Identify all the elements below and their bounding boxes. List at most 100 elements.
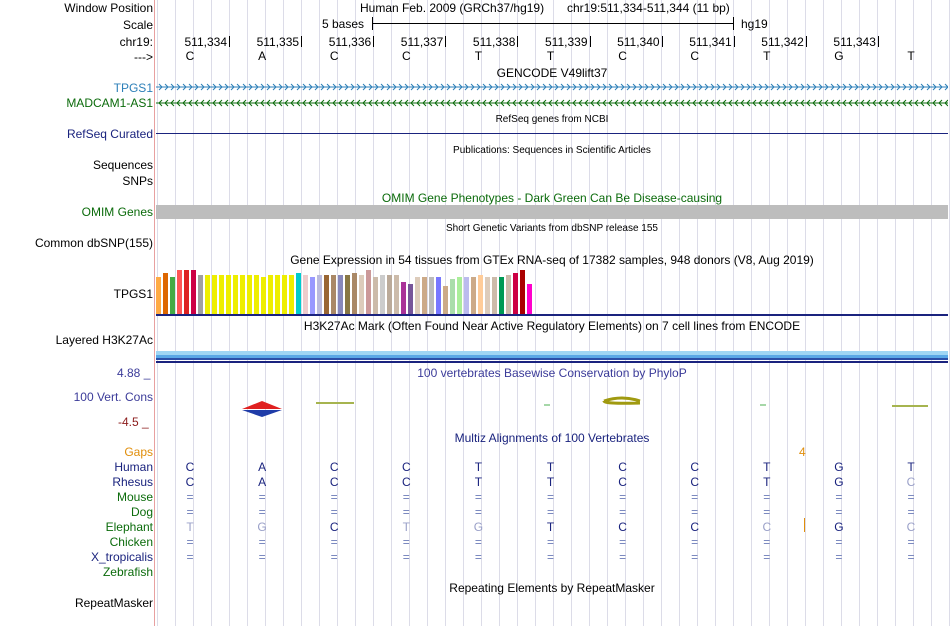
gtex-tissue-bar[interactable] <box>163 273 168 314</box>
gtex-tissue-bar[interactable] <box>464 277 469 314</box>
alignment-base: T <box>546 460 555 474</box>
coordinate-tick <box>301 36 303 47</box>
gtex-tissue-bar[interactable] <box>289 275 294 314</box>
guide-line <box>661 0 662 626</box>
gtex-tissue-bar[interactable] <box>338 275 343 314</box>
repeatmasker-label[interactable]: RepeatMasker <box>74 596 153 610</box>
species-label[interactable]: Dog <box>130 505 153 519</box>
alignment-base: A <box>258 460 267 474</box>
gtex-tissue-bar[interactable] <box>303 275 308 314</box>
alignment-base: = <box>330 505 338 519</box>
phylop-label[interactable]: 100 Vert. Cons <box>73 390 153 404</box>
gtex-tissue-bar[interactable] <box>254 275 259 314</box>
gtex-tissue-bar[interactable] <box>520 270 525 314</box>
gtex-tissue-bar[interactable] <box>184 270 189 314</box>
alignment-base: = <box>186 535 194 549</box>
gtex-tissue-bar[interactable] <box>485 277 490 314</box>
gtex-tissue-bar[interactable] <box>408 284 413 314</box>
gtex-tissue-bar[interactable] <box>177 270 182 314</box>
gene-label-madcam1-as1[interactable]: MADCAM1-AS1 <box>66 96 153 110</box>
gtex-tissue-bar[interactable] <box>310 277 315 314</box>
alignment-base: G <box>257 520 267 534</box>
gtex-tissue-bar[interactable] <box>226 275 231 314</box>
gtex-tissue-bar[interactable] <box>212 275 217 314</box>
omim-gene-bar[interactable] <box>156 205 948 219</box>
gtex-tissue-bar[interactable] <box>275 275 280 314</box>
gtex-tissue-bar[interactable] <box>198 275 203 314</box>
gtex-tissue-bar[interactable] <box>415 277 420 314</box>
gtex-tissue-bar[interactable] <box>352 273 357 314</box>
species-label[interactable]: Rhesus <box>112 475 153 489</box>
species-label[interactable]: Mouse <box>116 490 153 504</box>
gtex-tissue-bar[interactable] <box>457 277 462 314</box>
alignment-base: = <box>691 550 699 564</box>
guide-line <box>427 0 428 626</box>
species-label[interactable]: Elephant <box>105 520 153 534</box>
gtex-tissue-bar[interactable] <box>247 275 252 314</box>
gtex-tissue-bar[interactable] <box>429 277 434 314</box>
alignment-base: = <box>907 505 915 519</box>
gtex-tissue-bar[interactable] <box>471 277 476 314</box>
gtex-gene-label[interactable]: TPGS1 <box>113 287 153 301</box>
gtex-tissue-bar[interactable] <box>401 282 406 314</box>
guide-line <box>589 0 590 626</box>
species-label[interactable]: Zebrafish <box>102 565 153 579</box>
gtex-tissue-bar[interactable] <box>261 277 266 314</box>
tpgs1-gene-model[interactable] <box>156 82 948 92</box>
omim-label[interactable]: OMIM Genes <box>81 205 153 219</box>
gtex-tissue-bar[interactable] <box>219 275 224 314</box>
gtex-tissue-bar[interactable] <box>506 275 511 314</box>
alignment-base: T <box>474 460 483 474</box>
dbsnp-label[interactable]: Common dbSNP(155) <box>34 236 153 250</box>
species-label[interactable]: X_tropicalis <box>90 550 153 564</box>
gtex-tissue-bar[interactable] <box>191 270 196 314</box>
gtex-tissue-bar[interactable] <box>394 275 399 314</box>
multiz-gaps-label[interactable]: Gaps <box>124 445 153 459</box>
madcam1-as1-gene-model[interactable] <box>156 98 948 108</box>
phylop-conservation-plot[interactable] <box>156 395 948 425</box>
gtex-tissue-bar[interactable] <box>156 277 161 314</box>
gtex-tissue-bar[interactable] <box>317 275 322 314</box>
gtex-tissue-bar[interactable] <box>478 275 483 314</box>
gtex-tissue-bar[interactable] <box>233 275 238 314</box>
refseq-label[interactable]: RefSeq Curated <box>66 127 153 141</box>
gtex-tissue-bar[interactable] <box>296 273 301 314</box>
h3k27ac-signal-2[interactable] <box>156 355 948 358</box>
h3k27ac-label[interactable]: Layered H3K27Ac <box>55 333 153 347</box>
gtex-tissue-bar[interactable] <box>499 277 504 314</box>
alignment-base: = <box>474 490 482 504</box>
gtex-tissue-bar[interactable] <box>324 275 329 314</box>
gtex-tissue-bar[interactable] <box>240 275 245 314</box>
gtex-tissue-bar[interactable] <box>527 284 532 314</box>
gtex-tissue-bar[interactable] <box>443 286 448 314</box>
species-label[interactable]: Human <box>114 460 153 474</box>
species-label[interactable]: Chicken <box>109 535 153 549</box>
alignment-base: = <box>546 505 555 519</box>
publications-snps-label[interactable]: SNPs <box>122 174 153 188</box>
gtex-tissue-bar[interactable] <box>380 275 385 314</box>
gtex-tissue-bar[interactable] <box>450 279 455 314</box>
gtex-tissue-bar[interactable] <box>331 275 336 314</box>
gene-label-tpgs1[interactable]: TPGS1 <box>113 81 153 95</box>
gtex-tissue-bar[interactable] <box>205 275 210 314</box>
gtex-tissue-bar[interactable] <box>268 275 273 314</box>
omim-title: OMIM Gene Phenotypes - Dark Green Can Be… <box>381 191 723 205</box>
gtex-tissue-bar[interactable] <box>282 275 287 314</box>
gtex-bar-chart[interactable] <box>156 268 948 315</box>
gtex-tissue-bar[interactable] <box>492 277 497 314</box>
gtex-tissue-bar[interactable] <box>373 277 378 314</box>
h3k27ac-signal-1[interactable] <box>156 351 948 355</box>
coordinate-label: 511,335 <box>256 35 300 49</box>
gtex-tissue-bar[interactable] <box>422 277 427 314</box>
gtex-tissue-bar[interactable] <box>513 273 518 314</box>
guide-line <box>337 0 338 626</box>
h3k27ac-signal-3[interactable] <box>156 358 948 360</box>
gtex-tissue-bar[interactable] <box>366 270 371 314</box>
gtex-tissue-bar[interactable] <box>387 275 392 314</box>
gtex-tissue-bar[interactable] <box>436 277 441 314</box>
refseq-gene-line[interactable] <box>156 133 948 134</box>
gtex-tissue-bar[interactable] <box>359 275 364 314</box>
gtex-tissue-bar[interactable] <box>345 275 350 314</box>
publications-sequences-label[interactable]: Sequences <box>92 158 153 172</box>
gtex-tissue-bar[interactable] <box>170 277 175 314</box>
